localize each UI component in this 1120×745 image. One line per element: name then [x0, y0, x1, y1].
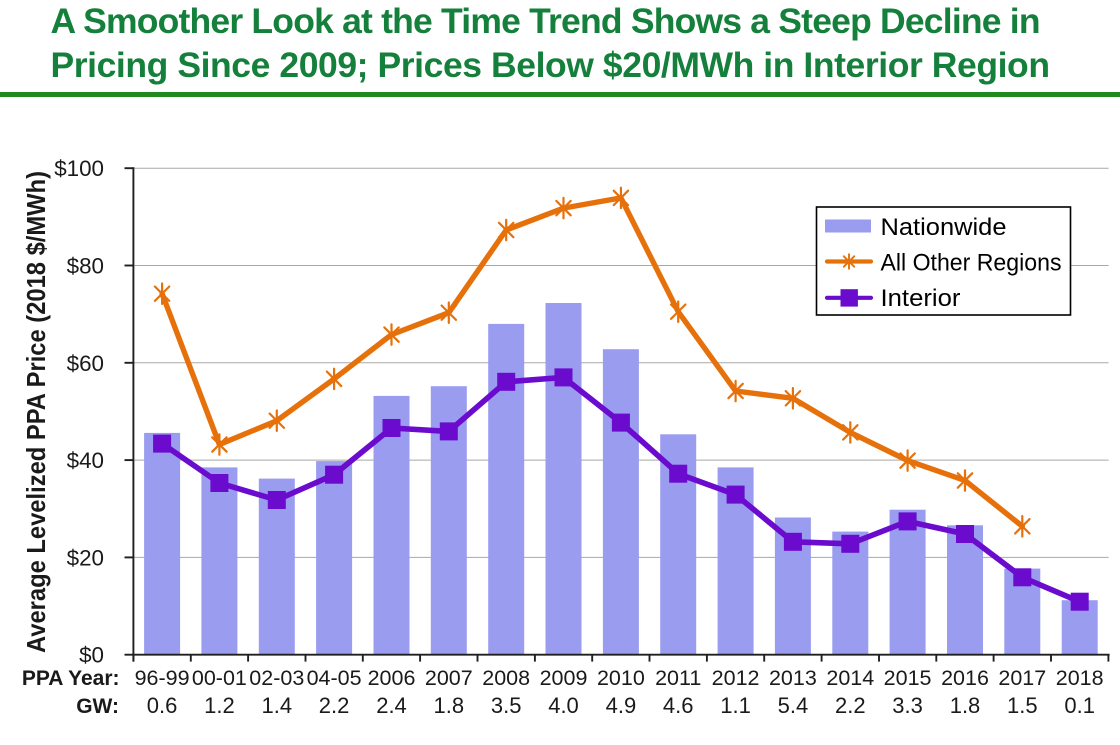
- svg-text:2.4: 2.4: [376, 693, 407, 718]
- svg-text:$0: $0: [79, 643, 104, 668]
- svg-text:1.8: 1.8: [434, 693, 465, 718]
- svg-text:$60: $60: [67, 351, 104, 376]
- svg-text:1.5: 1.5: [1007, 693, 1038, 718]
- svg-text:Interior: Interior: [881, 285, 961, 312]
- svg-text:96-99: 96-99: [135, 666, 190, 690]
- svg-text:4.9: 4.9: [606, 693, 637, 718]
- svg-text:Average Levelized PPA Price (2: Average Levelized PPA Price (2018 $/MWh): [21, 171, 51, 653]
- svg-text:04-05: 04-05: [307, 666, 362, 690]
- svg-text:$20: $20: [67, 545, 104, 570]
- svg-text:1.4: 1.4: [262, 693, 293, 718]
- svg-text:0.6: 0.6: [147, 693, 178, 718]
- svg-text:2008: 2008: [482, 666, 530, 690]
- svg-text:All Other Regions: All Other Regions: [881, 250, 1062, 277]
- svg-text:2012: 2012: [712, 666, 760, 690]
- svg-text:4.0: 4.0: [548, 693, 579, 718]
- svg-text:2007: 2007: [425, 666, 473, 690]
- svg-text:1.2: 1.2: [204, 693, 235, 718]
- svg-text:4.6: 4.6: [663, 693, 694, 718]
- svg-text:2018: 2018: [1056, 666, 1104, 690]
- svg-text:$80: $80: [67, 254, 104, 279]
- svg-text:$40: $40: [67, 448, 104, 473]
- svg-text:2010: 2010: [597, 666, 645, 690]
- svg-text:$100: $100: [54, 156, 104, 181]
- svg-text:2009: 2009: [540, 666, 588, 690]
- svg-text:2014: 2014: [826, 666, 874, 690]
- svg-text:2015: 2015: [884, 666, 932, 690]
- svg-text:2011: 2011: [655, 666, 701, 690]
- svg-text:2017: 2017: [998, 666, 1046, 690]
- svg-text:Nationwide: Nationwide: [881, 214, 1007, 241]
- svg-text:5.4: 5.4: [778, 693, 809, 718]
- svg-text:1.8: 1.8: [950, 693, 981, 718]
- svg-text:1.1: 1.1: [720, 693, 751, 718]
- svg-text:3.5: 3.5: [491, 693, 522, 718]
- svg-text:02-03: 02-03: [249, 666, 304, 690]
- svg-text:GW:: GW:: [76, 695, 119, 718]
- svg-text:00-01: 00-01: [192, 666, 247, 690]
- svg-text:0.1: 0.1: [1064, 693, 1095, 718]
- svg-text:PPA Year:: PPA Year:: [22, 667, 120, 690]
- svg-text:2.2: 2.2: [835, 693, 866, 718]
- svg-text:2013: 2013: [769, 666, 817, 690]
- svg-text:3.3: 3.3: [892, 693, 923, 718]
- svg-text:2016: 2016: [941, 666, 989, 690]
- svg-text:2006: 2006: [368, 666, 416, 690]
- svg-text:2.2: 2.2: [319, 693, 350, 718]
